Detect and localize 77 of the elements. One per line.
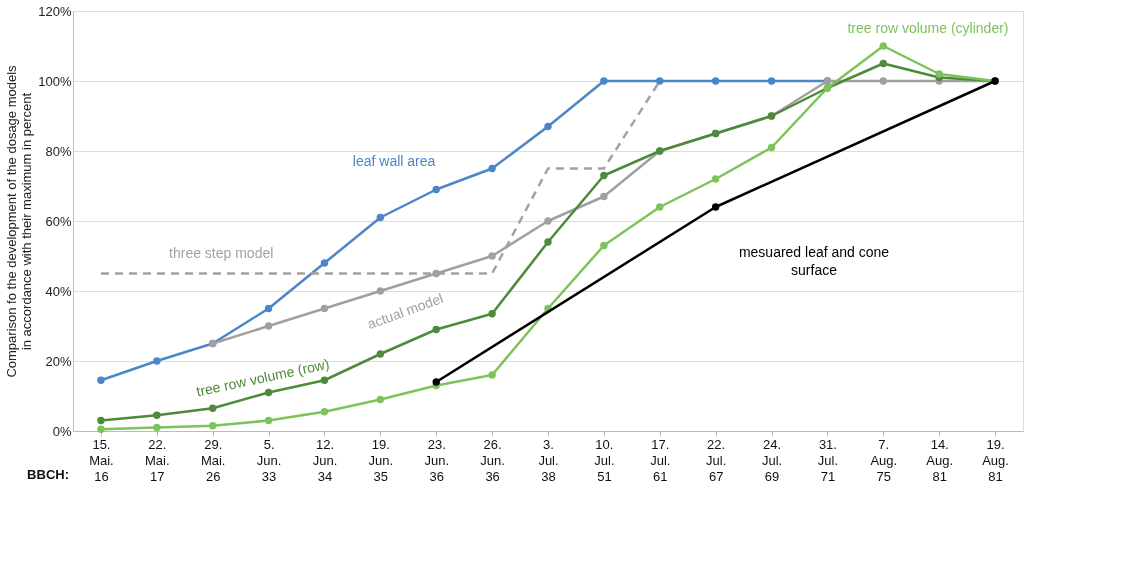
x-tick-label: 3. Jul. 38 xyxy=(538,436,559,484)
point xyxy=(879,42,887,50)
point xyxy=(209,404,217,412)
x-tick-label: 7. Aug. 75 xyxy=(870,436,898,484)
point xyxy=(711,175,720,183)
point xyxy=(488,252,496,260)
point xyxy=(600,241,608,250)
series-label: leaf wall area xyxy=(352,152,436,169)
point xyxy=(209,422,217,430)
text: tree row volume (row) xyxy=(194,355,331,400)
point xyxy=(264,388,273,397)
point xyxy=(376,395,385,404)
point xyxy=(767,77,776,85)
point xyxy=(320,408,329,416)
x-tick-label: 15. Mai. 16 xyxy=(89,436,114,484)
x-tick-label: 26. Jun. 36 xyxy=(480,436,505,484)
x-tick-label: 14. Aug. 81 xyxy=(926,436,954,484)
text: actual model xyxy=(365,289,446,333)
point xyxy=(488,371,496,379)
y-tick-label: 60% xyxy=(45,213,72,229)
y-tick-label: 40% xyxy=(45,283,72,299)
x-tick-label: 17. Jul. 61 xyxy=(650,436,671,484)
point xyxy=(153,357,161,365)
y-tick-label: 20% xyxy=(45,353,72,369)
point xyxy=(656,203,664,211)
text: BBCH: xyxy=(27,467,69,482)
point xyxy=(320,304,329,313)
point xyxy=(711,203,720,211)
point xyxy=(656,77,664,85)
x-tick-label: 23. Jun. 36 xyxy=(424,436,450,484)
point xyxy=(767,143,776,152)
point xyxy=(879,59,887,68)
point xyxy=(488,164,496,173)
point xyxy=(264,304,273,313)
y-tick-label: 120% xyxy=(38,3,72,19)
point xyxy=(432,269,440,278)
x-tick-label: 10. Jul. 51 xyxy=(594,436,615,484)
point xyxy=(376,213,385,222)
point xyxy=(97,425,105,433)
point xyxy=(935,70,943,78)
x-tick-label: 22. Jul. 67 xyxy=(706,436,727,484)
point xyxy=(432,325,440,334)
y-tick-label: 100% xyxy=(38,73,72,89)
point xyxy=(376,287,385,295)
series-label: three step model xyxy=(169,245,274,262)
point xyxy=(97,376,105,384)
text: tree row volume (cylinder) xyxy=(847,19,1009,36)
point xyxy=(600,171,608,180)
point xyxy=(711,77,720,85)
point xyxy=(376,350,385,358)
point xyxy=(544,217,552,225)
point xyxy=(153,411,161,419)
point xyxy=(320,259,329,267)
x-tick-label: 22. Mai. 17 xyxy=(145,436,170,484)
x-tick-label: 31. Jul. 71 xyxy=(817,436,839,484)
x-tick-label: 29. Mai. 26 xyxy=(200,436,226,484)
point xyxy=(544,122,552,131)
point xyxy=(153,423,161,432)
point xyxy=(600,77,608,85)
point xyxy=(264,322,273,330)
x-tick-label: 19. Aug. 81 xyxy=(982,436,1009,484)
point xyxy=(488,310,496,318)
y-axis-title: Comparison fo the development of the dosage models in accordance with their maximum in percent xyxy=(4,64,35,378)
text: mesuared leaf and cone surface xyxy=(738,243,890,278)
x-tick-label: 19. Jun. 35 xyxy=(368,436,394,484)
point xyxy=(97,416,105,425)
x-tick-label: 24. Jul. 69 xyxy=(761,436,783,484)
point xyxy=(544,238,552,246)
point xyxy=(432,185,440,194)
y-tick-label: 0% xyxy=(52,423,72,439)
x-tick-label: 5. Jun. 33 xyxy=(256,436,282,484)
x-tick-label: 12. Jun. 34 xyxy=(312,436,338,484)
y-tick-label: 80% xyxy=(45,143,72,159)
point xyxy=(879,77,887,85)
point xyxy=(264,416,273,425)
point xyxy=(432,378,440,386)
point xyxy=(600,192,608,201)
